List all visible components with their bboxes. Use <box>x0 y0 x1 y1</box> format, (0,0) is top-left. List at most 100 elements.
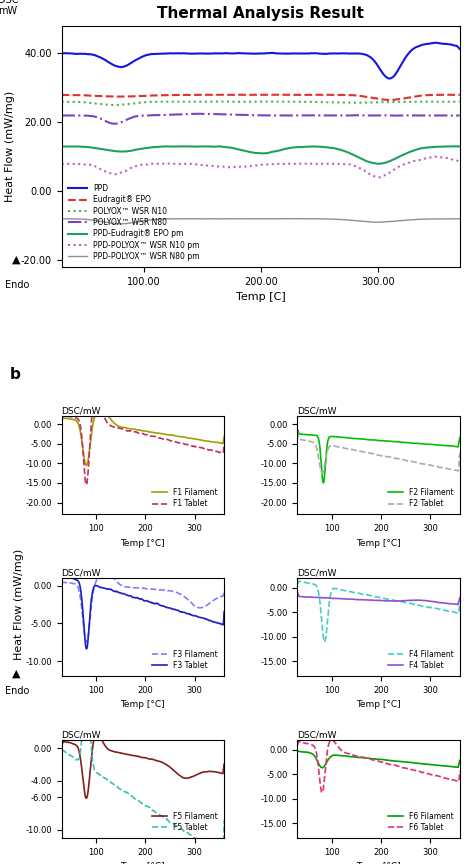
PPD-POLYOX™ WSR N10 pm <box>189 159 194 169</box>
F6 Tablet <box>348 749 354 759</box>
F4 Tablet <box>456 600 461 610</box>
Text: DSC/mW: DSC/mW <box>297 730 337 740</box>
Line: F2 Filament: F2 Filament <box>297 429 460 483</box>
POLYOX™ WSR N80 <box>199 109 204 119</box>
PPD-POLYOX™ WSR N80 pm <box>118 219 123 229</box>
PPD-POLYOX™ WSR N10 pm <box>309 158 315 168</box>
POLYOX™ WSR N10 <box>457 97 463 107</box>
Line: PPD-POLYOX™ WSR N80 pm: PPD-POLYOX™ WSR N80 pm <box>62 219 460 224</box>
F3 Filament <box>78 599 84 609</box>
F3 Tablet <box>79 592 84 602</box>
F1 Filament <box>162 429 167 440</box>
F2 Filament <box>412 438 418 448</box>
F5 Filament <box>221 759 227 769</box>
F3 Tablet <box>178 607 183 617</box>
POLYOX™ WSR N80 <box>219 109 224 119</box>
F1 Filament <box>83 461 89 471</box>
F6 Tablet <box>457 766 463 776</box>
F6 Filament <box>413 758 419 768</box>
F1 Tablet <box>124 426 129 436</box>
F5 Tablet <box>83 666 89 677</box>
F5 Tablet <box>112 779 118 790</box>
F6 Tablet <box>314 750 319 760</box>
F2 Filament <box>348 433 354 443</box>
F2 Filament <box>457 433 463 443</box>
F1 Filament <box>98 403 103 413</box>
Text: b: b <box>9 367 20 382</box>
F1 Filament <box>178 432 183 442</box>
F3 Filament <box>221 587 227 597</box>
F4 Tablet <box>457 593 463 603</box>
Legend: F4 Filament, F4 Tablet: F4 Filament, F4 Tablet <box>385 647 456 672</box>
PPD-Eudragit® EPO pm <box>107 145 112 156</box>
POLYOX™ WSR N10 <box>107 99 112 110</box>
PPD-Eudragit® EPO pm <box>348 149 354 159</box>
Line: F3 Filament: F3 Filament <box>62 570 224 642</box>
X-axis label: Temp [°C]: Temp [°C] <box>120 538 165 548</box>
PPD <box>217 48 222 59</box>
PPD <box>309 48 315 59</box>
Line: F3 Tablet: F3 Tablet <box>62 575 224 649</box>
F5 Filament <box>124 749 129 759</box>
X-axis label: Temp [C]: Temp [C] <box>236 292 285 302</box>
Line: PPD: PPD <box>62 42 460 79</box>
F5 Tablet <box>162 813 167 823</box>
F5 Tablet <box>78 740 84 751</box>
F4 Tablet <box>294 587 300 597</box>
F3 Tablet <box>177 607 182 617</box>
Eudragit® EPO <box>387 95 393 105</box>
F5 Tablet <box>124 787 129 797</box>
Legend: F2 Filament, F2 Tablet: F2 Filament, F2 Tablet <box>385 486 456 511</box>
PPD-POLYOX™ WSR N10 pm <box>376 172 382 182</box>
F3 Filament <box>178 589 183 600</box>
F1 Filament <box>112 419 118 429</box>
F6 Filament <box>314 755 319 766</box>
Legend: F1 Filament, F1 Tablet: F1 Filament, F1 Tablet <box>150 486 220 511</box>
PPD-POLYOX™ WSR N80 pm <box>59 213 64 224</box>
F3 Tablet <box>83 644 89 654</box>
PPD-POLYOX™ WSR N10 pm <box>348 160 354 170</box>
F4 Tablet <box>314 592 319 602</box>
F3 Filament <box>112 575 118 585</box>
Line: F1 Filament: F1 Filament <box>62 408 224 466</box>
F5 Tablet <box>220 851 226 861</box>
F5 Filament <box>83 793 89 804</box>
Legend: PPD, Eudragit® EPO, POLYOX™ WSR N10, POLYOX™ WSR N80, PPD-Eudragit® EPO pm, PPD-: PPD, Eudragit® EPO, POLYOX™ WSR N10, POL… <box>65 181 202 264</box>
Line: POLYOX™ WSR N10: POLYOX™ WSR N10 <box>62 102 460 105</box>
POLYOX™ WSR N80 <box>190 109 195 119</box>
F4 Filament <box>360 589 365 600</box>
PPD <box>433 37 438 48</box>
Text: DSC
mW: DSC mW <box>0 0 18 16</box>
F1 Tablet <box>112 422 118 432</box>
X-axis label: Temp [°C]: Temp [°C] <box>356 862 401 864</box>
PPD-POLYOX™ WSR N10 pm <box>107 168 112 178</box>
Text: ▲: ▲ <box>12 669 20 679</box>
Text: Endo: Endo <box>5 686 29 696</box>
F2 Tablet <box>413 457 419 467</box>
F1 Tablet <box>94 395 100 405</box>
Eudragit® EPO <box>310 90 316 100</box>
PPD-POLYOX™ WSR N10 pm <box>346 159 352 169</box>
F2 Filament <box>413 438 419 448</box>
PPD-POLYOX™ WSR N80 pm <box>350 215 356 226</box>
F4 Filament <box>296 576 302 587</box>
F3 Tablet <box>162 601 167 612</box>
F3 Tablet <box>60 570 66 581</box>
F5 Filament <box>59 740 64 750</box>
F1 Tablet <box>177 438 182 448</box>
F4 Tablet <box>359 594 365 605</box>
POLYOX™ WSR N80 <box>107 118 112 128</box>
F2 Filament <box>320 478 326 488</box>
F2 Tablet <box>319 468 325 479</box>
PPD-Eudragit® EPO pm <box>309 142 315 152</box>
F1 Filament <box>124 423 129 434</box>
Text: DSC/mW: DSC/mW <box>62 406 101 416</box>
F3 Filament <box>103 565 109 575</box>
POLYOX™ WSR N10 <box>59 97 64 107</box>
F1 Filament <box>59 416 64 426</box>
F4 Filament <box>314 582 320 593</box>
F2 Tablet <box>397 454 403 464</box>
F5 Tablet <box>177 823 183 834</box>
Eudragit® EPO <box>217 90 222 100</box>
F3 Filament <box>83 637 89 647</box>
